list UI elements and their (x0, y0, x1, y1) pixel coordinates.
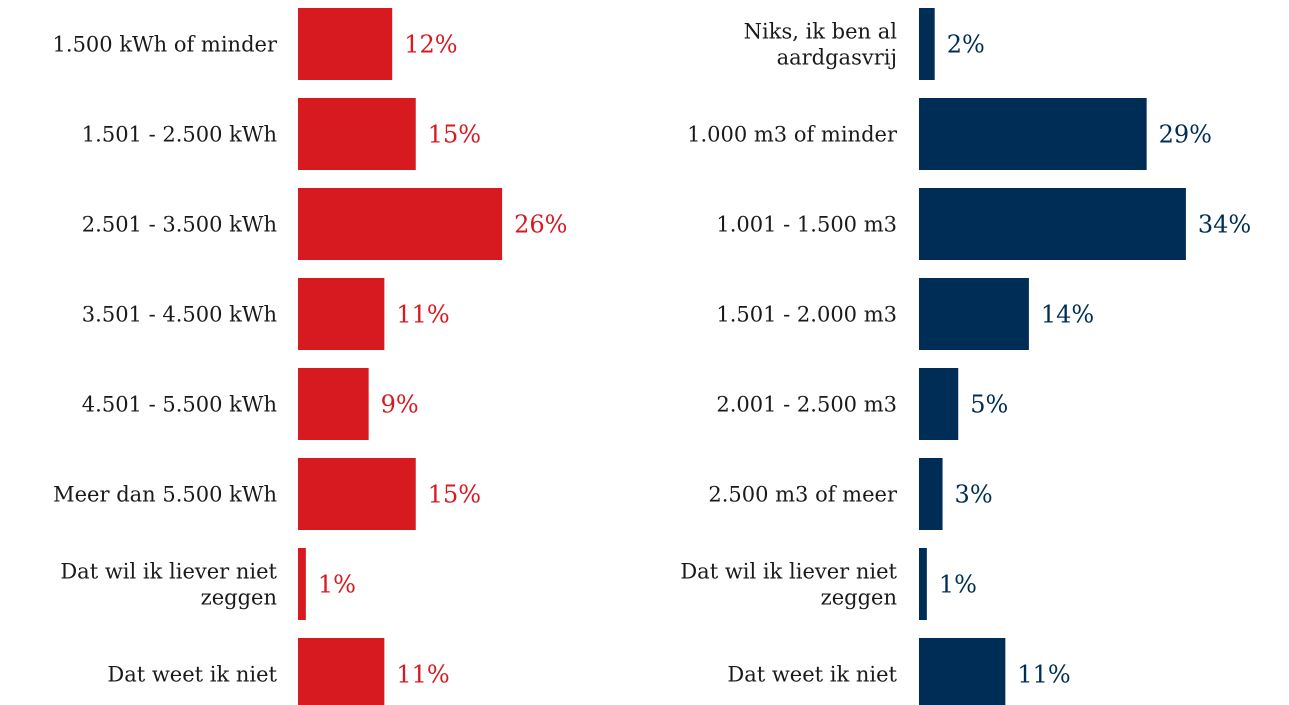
electricity-category-label: Dat weet ik niet (107, 662, 277, 686)
electricity-value-label: 1% (318, 570, 356, 598)
electricity-bar (298, 278, 385, 350)
gas-bar (919, 8, 935, 80)
gas-value-label: 3% (955, 480, 993, 508)
electricity-value-label: 26% (514, 210, 567, 238)
electricity-bar (298, 98, 416, 170)
electricity-value-label: 11% (396, 300, 449, 328)
electricity-bar (298, 458, 416, 530)
electricity-bar (298, 8, 393, 80)
gas-category-label: 2.500 m3 of meer (708, 482, 898, 506)
electricity-category-label: Dat wil ik liever niet zeggen (60, 559, 277, 609)
electricity-value-label: 12% (404, 30, 457, 58)
gas-bar (919, 278, 1029, 350)
gas-category-label: Dat wil ik liever niet zeggen (680, 559, 897, 609)
electricity-bar (298, 638, 385, 705)
electricity-category-label: 2.501 - 3.500 kWh (82, 212, 277, 236)
gas-category-label: 1.001 - 1.500 m3 (716, 212, 897, 236)
electricity-value-label: 15% (428, 120, 481, 148)
gas-value-label: 29% (1159, 120, 1212, 148)
gas-value-label: 14% (1041, 300, 1094, 328)
electricity-category-label: Meer dan 5.500 kWh (53, 482, 277, 506)
electricity-value-label: 9% (381, 390, 419, 418)
gas-category-label: Dat weet ik niet (727, 662, 897, 686)
gas-category-label: Niks, ik ben al aardgasvrij (744, 19, 898, 69)
gas-usage-chart: Niks, ik ben al aardgasvrij 2% 1.000 m3 of … (680, 8, 1251, 705)
electricity-value-label: 11% (396, 660, 449, 688)
gas-bar (919, 98, 1147, 170)
electricity-category-label: 1.501 - 2.500 kWh (82, 122, 277, 146)
electricity-category-label: 3.501 - 4.500 kWh (82, 302, 277, 326)
gas-bar (919, 368, 959, 440)
gas-value-label: 2% (947, 30, 985, 58)
gas-bar (919, 548, 927, 620)
electricity-value-label: 15% (428, 480, 481, 508)
gas-bar (919, 188, 1186, 260)
electricity-bar (298, 188, 503, 260)
gas-bar (919, 458, 943, 530)
gas-value-label: 5% (970, 390, 1008, 418)
gas-value-label: 34% (1198, 210, 1251, 238)
gas-category-label: 1.000 m3 of minder (687, 122, 898, 146)
gas-bar (919, 638, 1006, 705)
gas-category-label: 1.501 - 2.000 m3 (716, 302, 897, 326)
electricity-category-label: 1.500 kWh of minder (53, 32, 278, 56)
electricity-bar (298, 368, 369, 440)
gas-value-label: 1% (939, 570, 977, 598)
electricity-category-label: 4.501 - 5.500 kWh (82, 392, 277, 416)
gas-value-label: 11% (1017, 660, 1070, 688)
gas-category-label: 2.001 - 2.500 m3 (716, 392, 897, 416)
electricity-bar (298, 548, 306, 620)
electricity-usage-chart: 1.500 kWh of minder 12% 1.501 - 2.500 kWh 1… (53, 8, 567, 705)
